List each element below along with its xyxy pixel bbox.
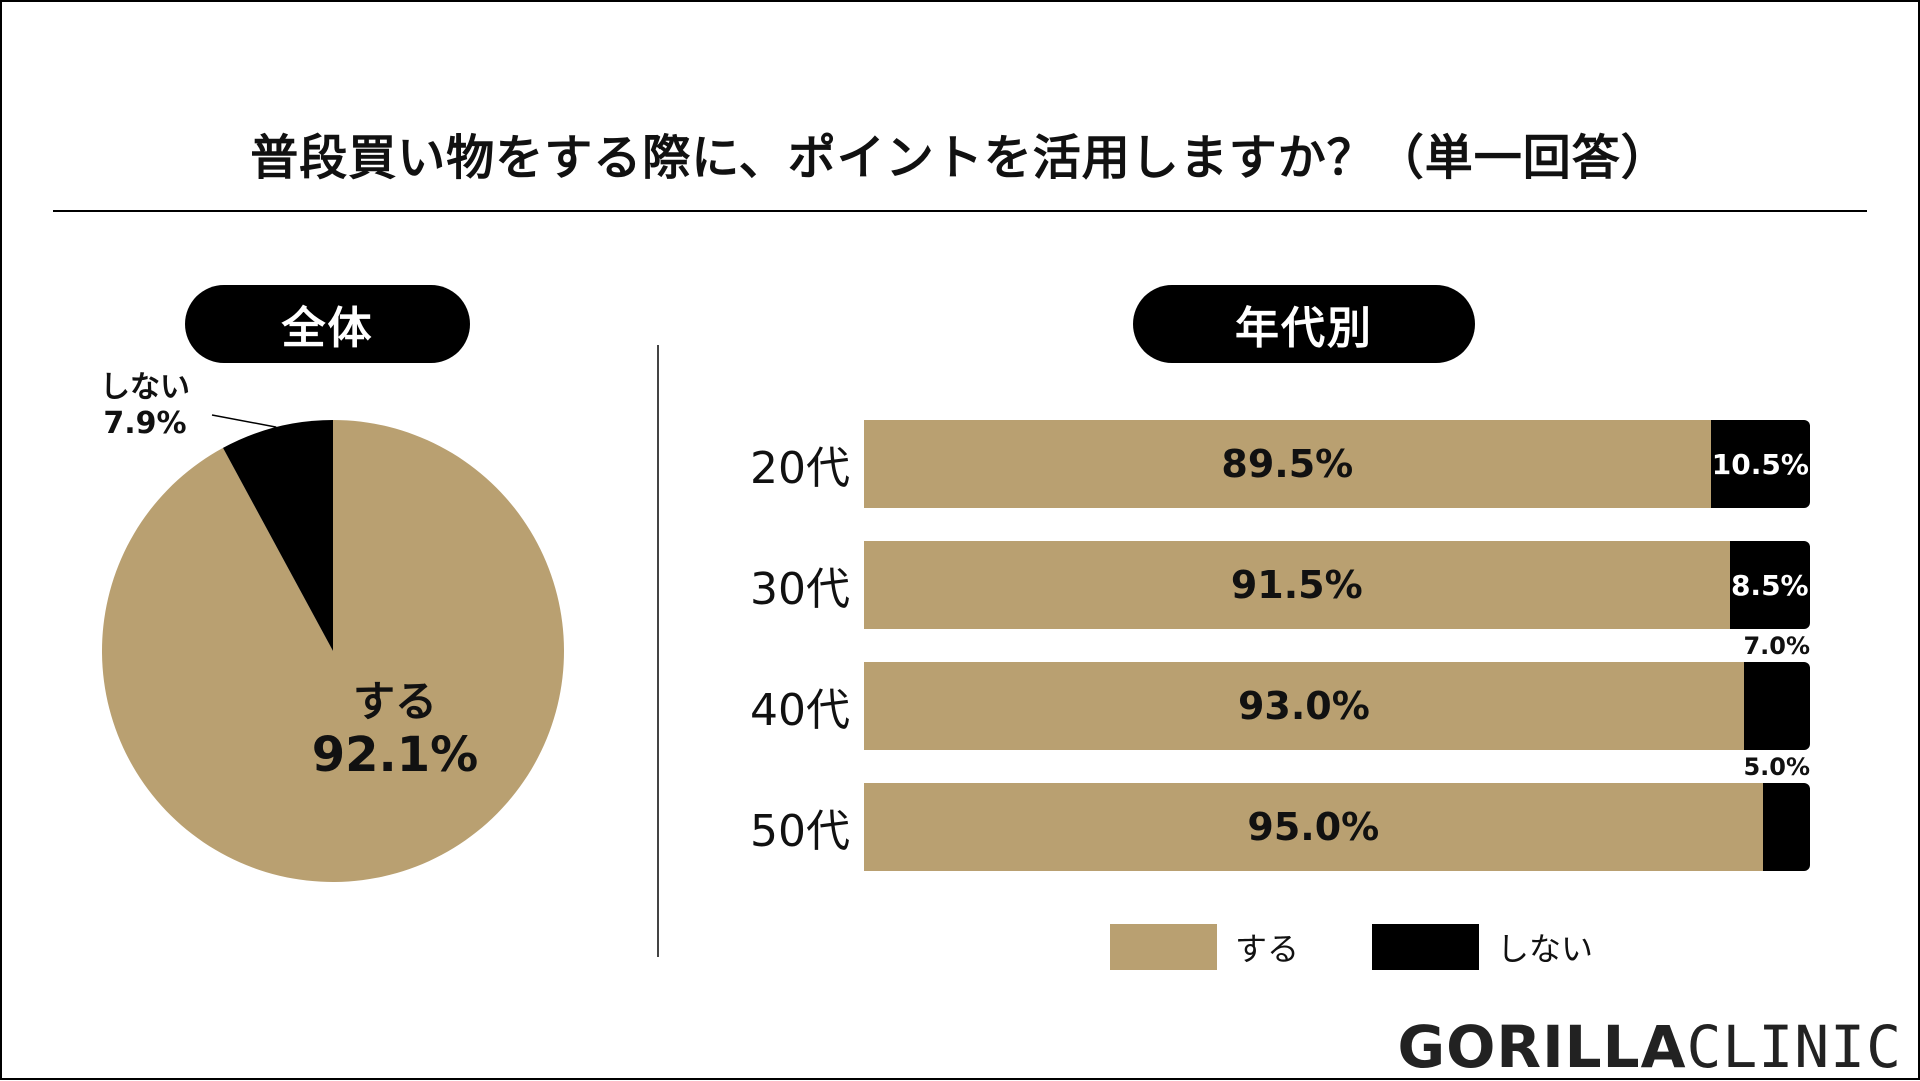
bar-segment-yes: 91.5%	[864, 541, 1730, 629]
chart-title: 普段買い物をする際に、ポイントを活用しますか？（単一回答）	[250, 130, 1670, 186]
legend-swatch-no	[1372, 924, 1479, 970]
legend-label-yes: する	[1235, 930, 1300, 968]
pie-label-no-category: しない	[100, 370, 190, 405]
section-divider	[657, 345, 659, 957]
title-underline	[53, 210, 1867, 212]
bar-segment-no	[1762, 783, 1810, 871]
bar-track: 89.5% 10.5%	[864, 420, 1810, 508]
bar-segment-no-label: 7.0%	[1743, 632, 1810, 660]
legend-item-no: しない	[1372, 923, 1593, 971]
pie-label-yes: する 92.1%	[310, 677, 480, 785]
bar-category-label: 20代	[750, 443, 850, 494]
bar-segment-no	[1743, 662, 1810, 750]
bar-section-label: 年代別	[1133, 285, 1475, 363]
pie-section-label: 全体	[185, 285, 470, 363]
bar-track: 95.0%	[864, 783, 1810, 871]
legend-label-no: しない	[1497, 930, 1594, 968]
bar-segment-yes: 93.0%	[864, 662, 1744, 750]
logo-bold-text: GORILLA	[1397, 1013, 1687, 1081]
bar-segment-yes: 95.0%	[864, 783, 1763, 871]
pie-leader-line	[211, 414, 277, 428]
bar-segment-no-label: 5.0%	[1743, 753, 1810, 781]
legend-swatch-yes	[1110, 924, 1217, 970]
pie-label-yes-value: 92.1%	[311, 727, 479, 784]
bar-segment-yes: 89.5%	[864, 420, 1711, 508]
logo-thin-text: CLINIC	[1686, 1013, 1902, 1081]
legend: する しない	[1110, 923, 1630, 971]
pie-chart	[101, 414, 564, 883]
bar-category-label: 50代	[750, 806, 850, 857]
brand-logo: GORILLACLINIC	[1398, 1018, 1902, 1076]
bar-track: 93.0%	[864, 662, 1810, 750]
pie-label-no: しない 7.9%	[90, 370, 200, 442]
bar-segment-no: 10.5%	[1710, 420, 1810, 508]
pie-slice-no	[222, 420, 333, 651]
bar-category-label: 40代	[750, 685, 850, 736]
legend-item-yes: する	[1110, 923, 1299, 971]
bar-row: 40代 93.0% 7.0%	[730, 632, 1810, 750]
pie-label-no-value: 7.9%	[103, 406, 187, 441]
bar-row: 20代 89.5% 10.5%	[730, 420, 1810, 508]
pie-label-yes-category: する	[352, 677, 437, 726]
bar-segment-no: 8.5%	[1729, 541, 1810, 629]
bar-category-label: 30代	[750, 564, 850, 615]
bar-row: 50代 95.0% 5.0%	[730, 753, 1810, 871]
bar-row: 30代 91.5% 8.5%	[730, 541, 1810, 629]
bar-track: 91.5% 8.5%	[864, 541, 1810, 629]
